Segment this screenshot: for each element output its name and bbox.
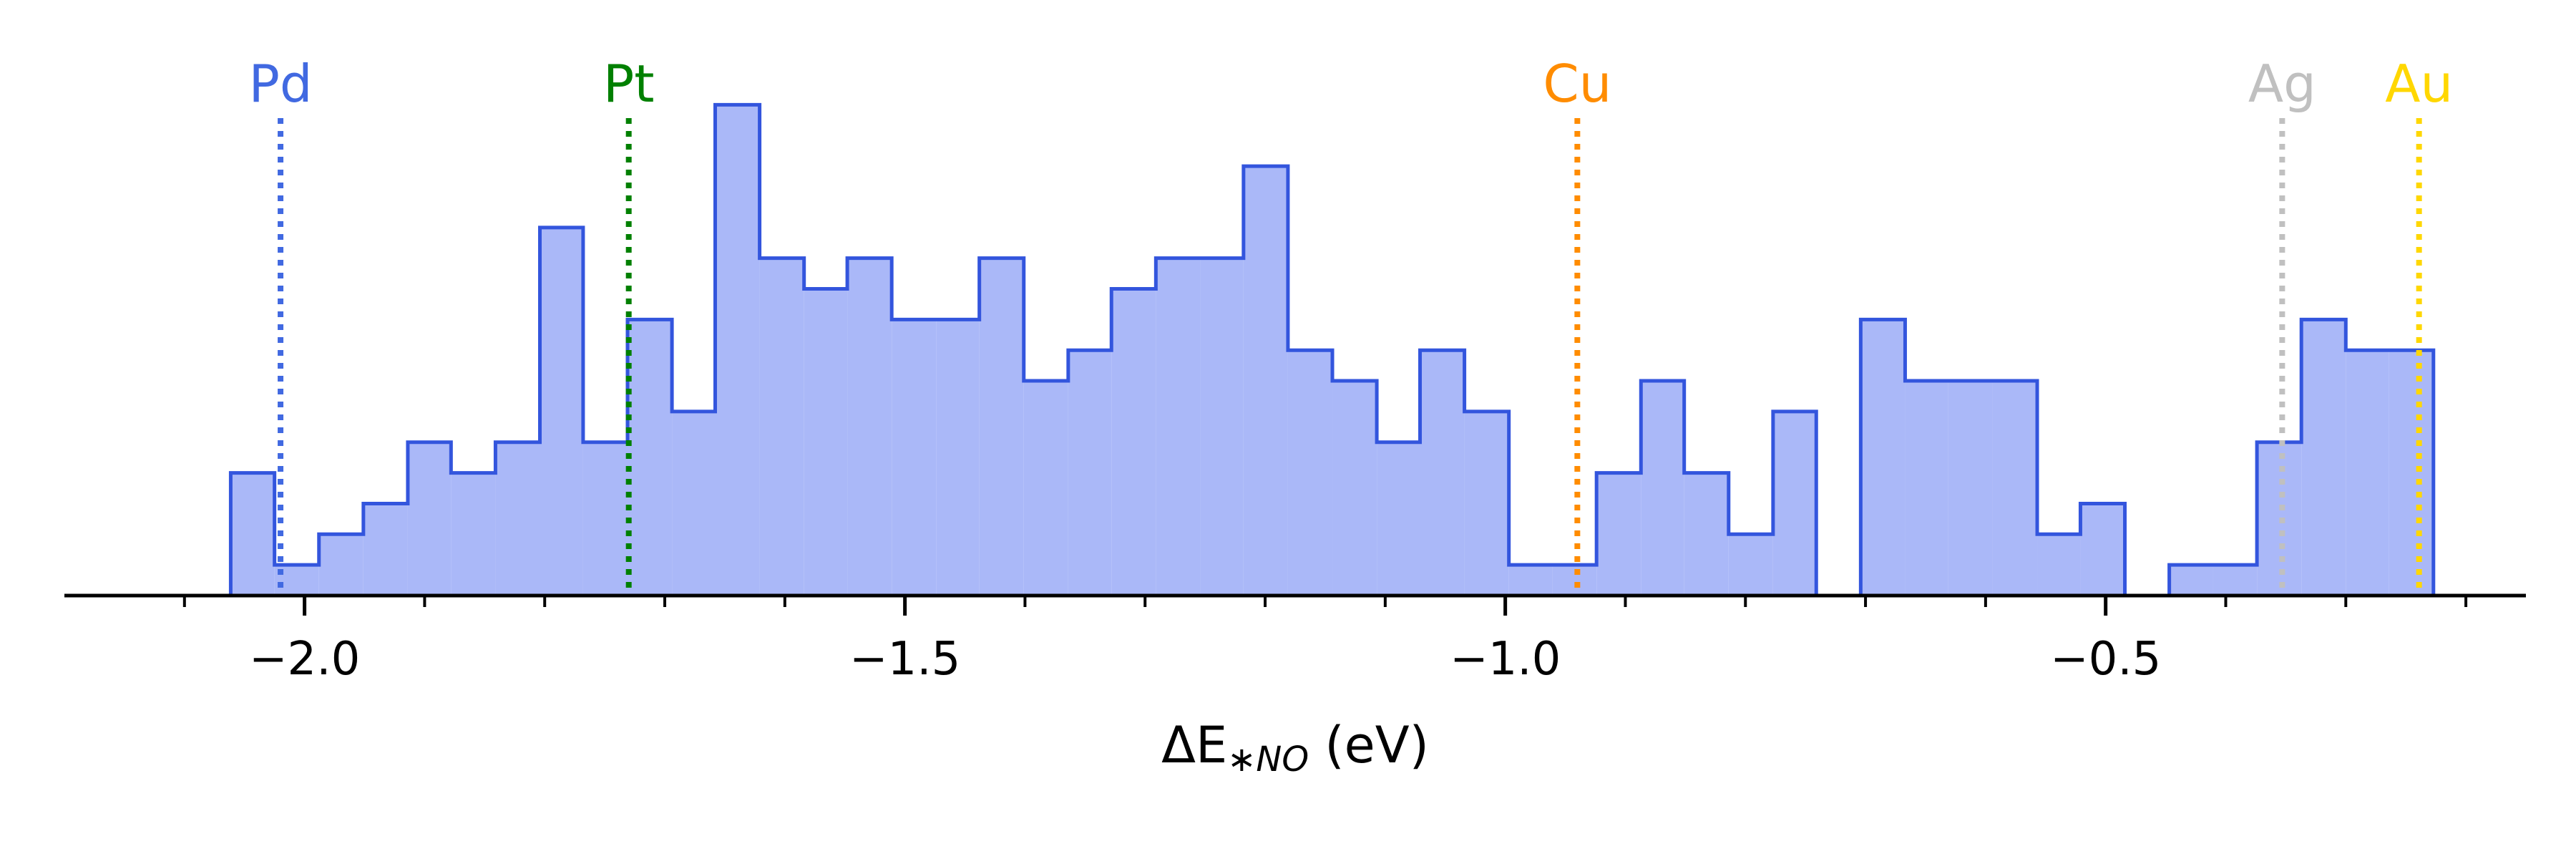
x-axis-label: ΔE∗NO (eV) — [1161, 716, 1429, 780]
histogram-outline — [228, 102, 2436, 598]
histogram-bar — [451, 472, 496, 596]
x-tick-label: −1.0 — [1450, 633, 1561, 686]
histogram-bar — [1243, 166, 1288, 596]
histogram-bar — [407, 442, 452, 596]
histogram-bar — [2257, 442, 2302, 596]
histogram-bar — [1287, 350, 1333, 596]
x-axis-label-subscript: ∗NO — [1227, 739, 1309, 780]
histogram-bar — [1377, 442, 1420, 596]
reference-label-cu: Cu — [1543, 54, 1611, 114]
histogram-bar — [2037, 534, 2081, 596]
histogram-bar — [1992, 381, 2038, 596]
histogram-bar — [1552, 565, 1597, 596]
x-tick-label: −2.0 — [249, 633, 360, 686]
histogram-bar — [1420, 350, 1465, 596]
histogram-bar — [1641, 381, 1684, 596]
histogram-bar — [1772, 411, 1817, 596]
histogram-bar — [1111, 288, 1156, 596]
histogram-bar — [1684, 472, 1729, 596]
histogram-bar — [2080, 503, 2125, 596]
reference-label-pt: Pt — [603, 54, 655, 114]
histogram-bar — [363, 503, 408, 596]
histogram-bars — [228, 102, 2436, 598]
histogram-bar — [318, 534, 364, 596]
histogram-bar — [495, 442, 540, 596]
x-axis-ticks: −2.0 −1.5 −1.0 −0.5 — [182, 596, 2468, 686]
histogram-bar — [1156, 258, 1201, 596]
histogram-bar — [230, 472, 275, 596]
histogram-bar — [1068, 350, 1112, 596]
histogram-bar — [1728, 534, 1773, 596]
reference-label-au: Au — [2385, 54, 2453, 114]
x-axis-label-prefix: ΔE — [1161, 716, 1227, 775]
histogram-bar — [847, 258, 892, 596]
histogram-bar — [892, 319, 937, 596]
histogram-bar — [1860, 319, 1906, 596]
x-tick-label: −1.5 — [849, 633, 960, 686]
histogram-bar — [540, 227, 583, 596]
histogram-bar — [628, 319, 673, 596]
histogram-bar — [582, 442, 628, 596]
histogram-bar — [2212, 565, 2258, 596]
histogram-bar — [2169, 565, 2213, 596]
histogram-bar — [1332, 381, 1377, 596]
histogram-bar — [1464, 411, 1509, 596]
histogram-bar — [715, 105, 760, 596]
histogram-bar — [1200, 258, 1244, 596]
histogram-bar — [672, 411, 716, 596]
histogram-bar — [2389, 350, 2434, 596]
reference-label-pd: Pd — [248, 54, 312, 114]
histogram-bar — [1596, 472, 1641, 596]
histogram-bar — [979, 258, 1024, 596]
histogram-bar — [1905, 381, 1948, 596]
x-tick-label: −0.5 — [2050, 633, 2161, 686]
histogram-bar — [804, 288, 848, 596]
reference-lines: Pd Pt Cu Ag Au — [248, 54, 2453, 596]
x-axis-label-suffix: (eV) — [1309, 716, 1429, 775]
histogram-bar — [1508, 565, 1553, 596]
histogram-bar — [936, 319, 980, 596]
histogram-bar — [759, 258, 804, 596]
histogram-bar — [1948, 381, 1993, 596]
reference-label-ag: Ag — [2248, 54, 2316, 114]
histogram-bar — [2346, 350, 2389, 596]
histogram-bar — [2301, 319, 2346, 596]
histogram-bar — [1023, 381, 1068, 596]
